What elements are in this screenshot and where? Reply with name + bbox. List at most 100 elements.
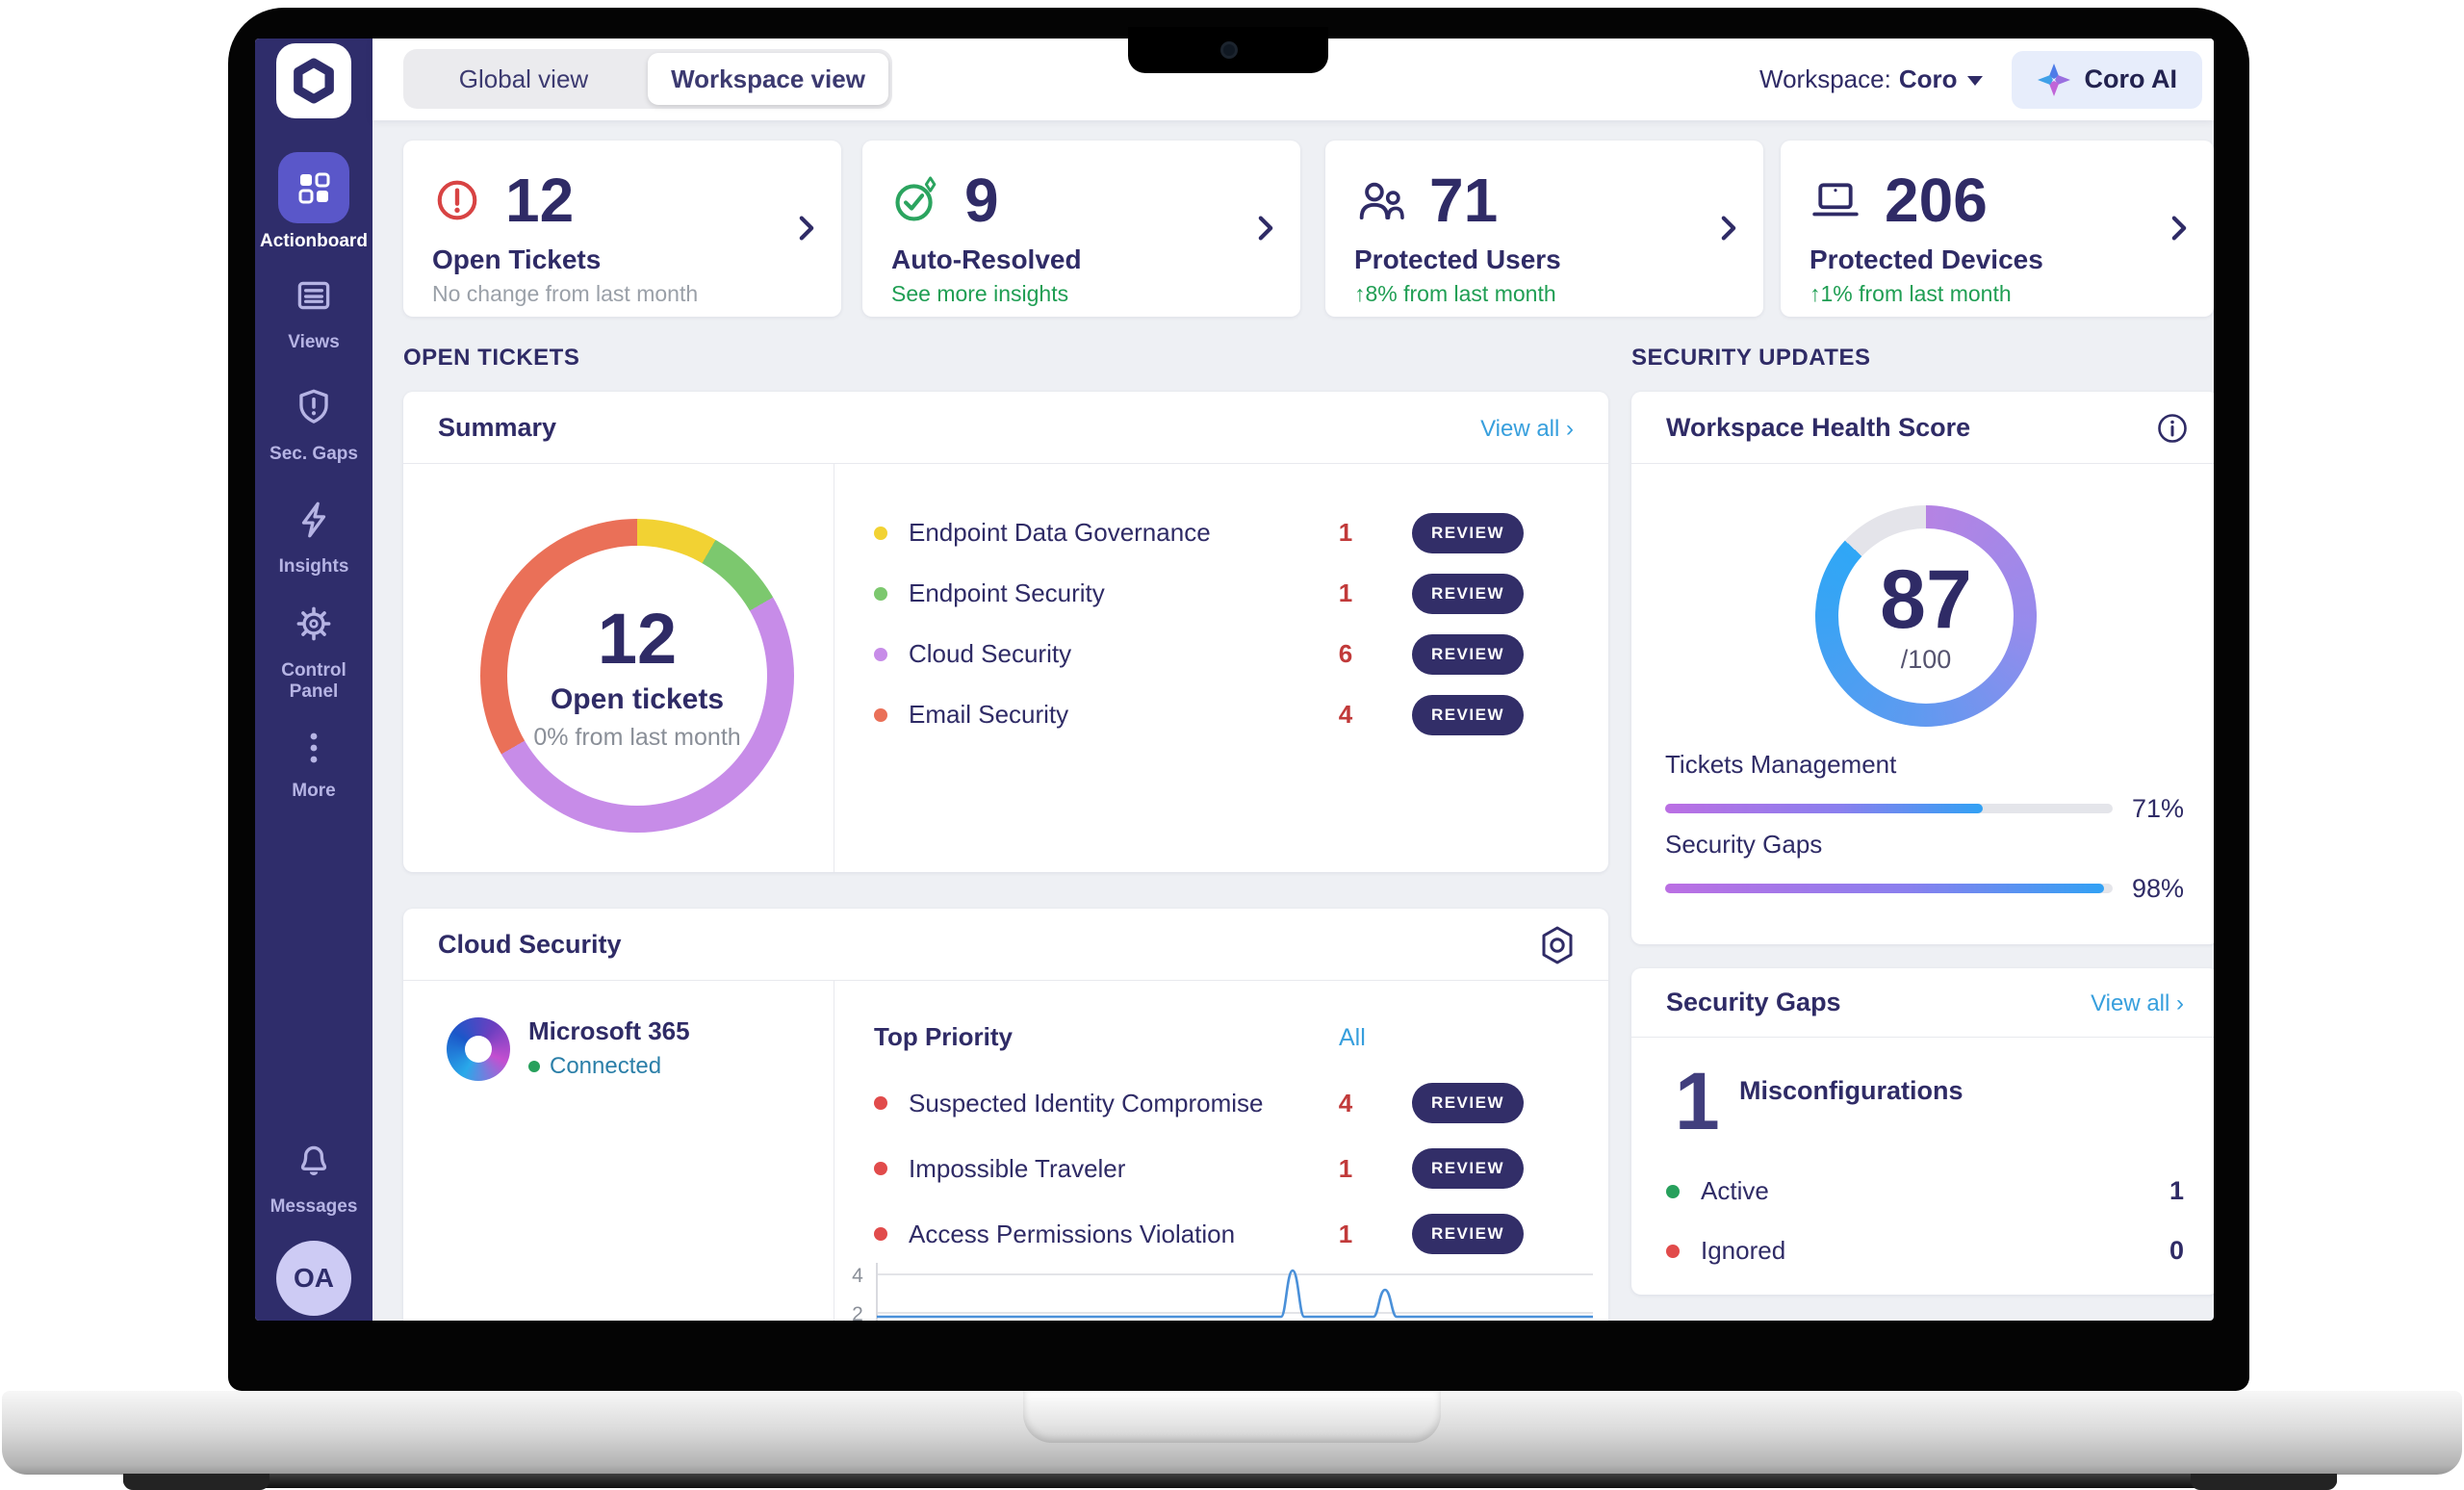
coro-hexagon-icon xyxy=(294,58,334,104)
priority-row: Impossible Traveler 1 REVIEW xyxy=(874,1136,1524,1201)
gap-value: 0 xyxy=(2169,1236,2184,1265)
priority-row: Suspected Identity Compromise 4 REVIEW xyxy=(874,1070,1524,1136)
all-link[interactable]: All xyxy=(1339,1024,1366,1051)
topbar-right: Workspace: Coro Coro AI xyxy=(1759,39,2202,120)
progress-bar-tickets-management xyxy=(1665,804,2113,813)
settings-gear-icon[interactable] xyxy=(1537,924,1578,966)
sidebar-item-views[interactable]: Views xyxy=(255,272,372,353)
sidebar-item-label: Sec. Gaps xyxy=(270,444,358,464)
stat-card-protected-devices[interactable]: 206 Protected Devices ↑1% from last mont… xyxy=(1781,141,2214,317)
app-screen: Actionboard Views xyxy=(255,39,2214,1321)
bar-label-tickets-management: Tickets Management xyxy=(1665,750,1897,779)
chevron-down-icon xyxy=(1966,76,1983,86)
legend-dot-icon xyxy=(874,707,887,722)
more-dots-icon xyxy=(295,729,333,773)
sidebar-item-label: Insights xyxy=(278,556,349,577)
ticket-row: Endpoint Data Governance 1 REVIEW xyxy=(874,502,1524,563)
progress-bar-security-gaps xyxy=(1665,884,2113,893)
bar-percent: 98% xyxy=(2132,874,2185,903)
ticket-count: 4 xyxy=(1338,700,1353,729)
info-icon[interactable] xyxy=(2155,411,2190,446)
donut-center: 12 Open tickets 0% from last month xyxy=(507,546,767,806)
status-dot-icon xyxy=(1666,1184,1680,1198)
review-button[interactable]: REVIEW xyxy=(1411,1214,1524,1254)
chevron-right-icon[interactable] xyxy=(1721,216,1736,241)
cloud-card-header: Cloud Security xyxy=(403,909,1608,981)
coro-logo[interactable] xyxy=(276,43,351,118)
ticket-count: 1 xyxy=(1338,578,1353,607)
misconfigurations-label: Misconfigurations xyxy=(1739,1076,1964,1105)
gear-icon xyxy=(291,601,337,653)
sidebar-item-sec-gaps[interactable]: Sec. Gaps xyxy=(255,384,372,465)
sidebar-item-control-panel[interactable]: Control Panel xyxy=(255,601,372,703)
health-score-card: Workspace Health Score 87 /100 Tickets M… xyxy=(1631,392,2214,944)
priority-list: Suspected Identity Compromise 4 REVIEW I… xyxy=(874,1070,1524,1267)
sidebar-item-label: More xyxy=(292,781,336,801)
ticket-label: Email Security xyxy=(909,700,1069,729)
coro-ai-button[interactable]: Coro AI xyxy=(2011,50,2202,109)
review-button[interactable]: REVIEW xyxy=(1411,694,1524,735)
summary-card-header: Summary View all › xyxy=(403,392,1608,464)
donut-subtext: 0% from last month xyxy=(533,723,741,751)
review-button[interactable]: REVIEW xyxy=(1411,1148,1524,1189)
shield-alert-icon xyxy=(291,384,337,436)
ticket-row: Endpoint Security 1 REVIEW xyxy=(874,563,1524,624)
gaps-view-all-link[interactable]: View all › xyxy=(2091,990,2184,1016)
misconfigurations-count: 1 xyxy=(1675,1056,1720,1146)
ticket-row: Email Security 4 REVIEW xyxy=(874,684,1524,745)
chevron-right-icon[interactable] xyxy=(2171,216,2187,241)
bar-label-security-gaps: Security Gaps xyxy=(1665,830,1823,859)
priority-label: Impossible Traveler xyxy=(909,1153,1126,1183)
sidebar-item-messages[interactable]: Messages xyxy=(255,1137,372,1218)
priority-count: 1 xyxy=(1338,1153,1353,1183)
laptop-frame: Actionboard Views xyxy=(228,8,2249,1391)
section-security-updates: SECURITY UPDATES xyxy=(1631,345,1871,371)
y-tick: 2 xyxy=(852,1303,863,1321)
sidebar-item-label: Actionboard xyxy=(260,231,368,251)
review-button[interactable]: REVIEW xyxy=(1411,573,1524,614)
summary-card: Summary View all › 12 Open tickets 0% fr… xyxy=(403,392,1608,872)
stat-card-auto-resolved[interactable]: 9 Auto-Resolved See more insights xyxy=(862,141,1300,317)
ticket-row: Cloud Security 6 REVIEW xyxy=(874,624,1524,684)
stat-card-protected-users[interactable]: 71 Protected Users ↑8% from last month xyxy=(1325,141,1763,317)
stat-note-link[interactable]: See more insights xyxy=(891,281,1069,306)
cloud-tickets-sparkline-chart: 4 2 xyxy=(852,1263,1593,1321)
microsoft-365-logo xyxy=(447,1017,510,1081)
user-avatar[interactable]: OA xyxy=(276,1241,351,1316)
gap-value: 1 xyxy=(2169,1176,2184,1205)
sparkline-path xyxy=(877,1269,1593,1319)
sidebar-item-more[interactable]: More xyxy=(255,729,372,802)
progress-fill xyxy=(1665,804,1984,813)
cloud-security-card: Cloud Security Microsoft 365 Connected T… xyxy=(403,909,1608,1321)
sidebar-item-actionboard[interactable]: Actionboard xyxy=(255,152,372,252)
tab-workspace-view[interactable]: Workspace view xyxy=(648,53,888,105)
workspace-value: Coro xyxy=(1898,64,1958,93)
review-button[interactable]: REVIEW xyxy=(1411,1083,1524,1123)
stat-value: 9 xyxy=(964,166,999,235)
sidebar-item-insights[interactable]: Insights xyxy=(255,497,372,578)
open-tickets-donut-chart: 12 Open tickets 0% from last month xyxy=(480,519,794,833)
laptop-shadow xyxy=(123,1474,2337,1488)
workspace-selector[interactable]: Workspace: Coro xyxy=(1759,64,1983,94)
section-open-tickets: OPEN TICKETS xyxy=(403,345,580,371)
workspace-label: Workspace: xyxy=(1759,64,1891,93)
review-button[interactable]: REVIEW xyxy=(1411,633,1524,675)
stat-label: Open Tickets xyxy=(432,244,602,274)
laptop-icon xyxy=(1812,183,1859,217)
donut-label: Open tickets xyxy=(550,682,725,715)
summary-view-all-link[interactable]: View all › xyxy=(1480,416,1574,442)
stat-value: 12 xyxy=(505,166,575,235)
priority-count: 4 xyxy=(1338,1088,1353,1118)
gaps-title: Security Gaps xyxy=(1666,988,1841,1016)
legend-dot-icon xyxy=(874,1096,887,1110)
gap-row-ignored: Ignored 0 xyxy=(1666,1236,2184,1266)
ticket-label: Endpoint Security xyxy=(909,578,1105,607)
actionboard-grid-icon xyxy=(278,152,349,223)
tab-global-view[interactable]: Global view xyxy=(458,64,589,93)
health-score-denominator: /100 xyxy=(1900,644,1952,674)
chevron-right-icon[interactable] xyxy=(799,216,814,241)
camera-notch xyxy=(1128,27,1328,73)
stat-card-open-tickets[interactable]: 12 Open Tickets No change from last mont… xyxy=(403,141,841,317)
chevron-right-icon[interactable] xyxy=(1258,216,1273,241)
review-button[interactable]: REVIEW xyxy=(1411,512,1524,553)
